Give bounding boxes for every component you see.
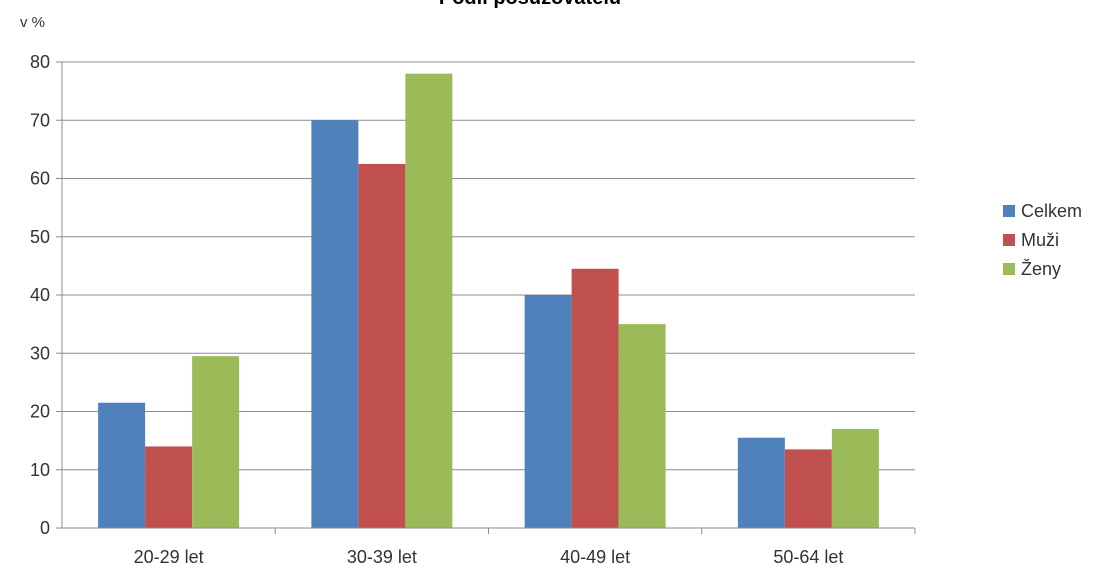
bar-celkem-1 [311,120,358,528]
legend-swatch [1003,263,1015,275]
y-tick-label: 60 [30,169,50,189]
y-tick-label: 70 [30,110,50,130]
bar--eny-0 [192,356,239,528]
chart-title: Podíl posuzovatelů [439,0,621,9]
legend-label: Celkem [1021,201,1082,221]
bar--eny-3 [832,429,879,528]
bar-mu-i-3 [785,449,832,528]
legend-swatch [1003,234,1015,246]
y-tick-label: 10 [30,460,50,480]
y-tick-label: 20 [30,402,50,422]
bar-mu-i-2 [572,269,619,528]
bar-mu-i-0 [145,446,192,528]
y-tick-labels: 0 10 20 30 40 50 60 70 80 [30,52,50,538]
y-tick-label: 50 [30,227,50,247]
legend-swatch [1003,205,1015,217]
y-axis-unit-label: v % [20,14,45,31]
bar-celkem-2 [525,295,572,528]
bar-celkem-3 [738,438,785,528]
gridlines [62,62,915,470]
x-tick-label: 40-49 let [560,547,630,567]
y-tick-label: 40 [30,285,50,305]
legend-label: Ženy [1021,259,1061,279]
x-tick-label: 20-29 let [134,547,204,567]
x-tick-label: 50-64 let [773,547,843,567]
y-tick-label: 0 [40,518,50,538]
y-tick-label: 30 [30,343,50,363]
bar--eny-2 [619,324,666,528]
y-tick-label: 80 [30,52,50,72]
x-tick-labels: 20-29 let 30-39 let 40-49 let 50-64 let [134,547,844,567]
bar-mu-i-1 [358,164,405,528]
bars [98,74,879,528]
legend: Celkem Muži Ženy [1003,201,1082,279]
x-tick-label: 30-39 let [347,547,417,567]
bar-celkem-0 [98,403,145,528]
bar--eny-1 [405,74,452,528]
legend-label: Muži [1021,230,1059,250]
